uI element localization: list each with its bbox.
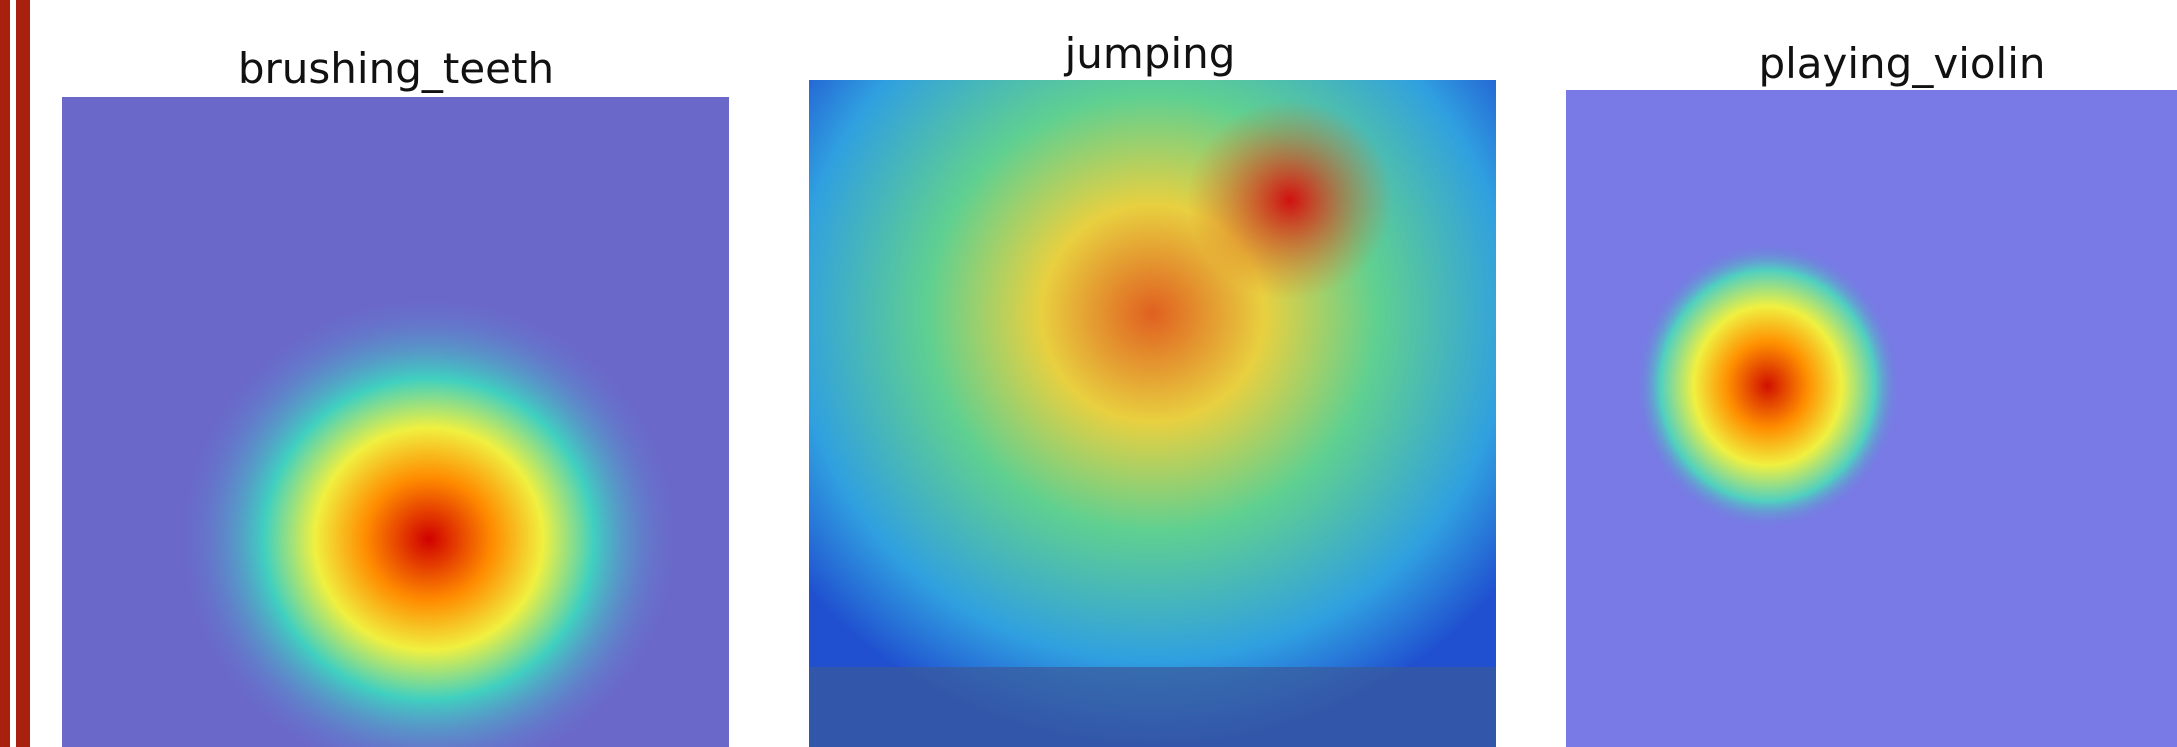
panel: brushing_teeth xyxy=(62,44,729,747)
panel-title: brushing_teeth xyxy=(238,44,554,93)
heatmap-overlay xyxy=(809,80,1496,747)
ground xyxy=(809,667,1496,747)
panel-title: jumping xyxy=(1064,29,1236,78)
heatmap-overlay xyxy=(1566,90,2177,747)
panel: jumping xyxy=(809,29,1496,747)
panel-title: playing_violin xyxy=(1758,39,2045,88)
left-border xyxy=(0,0,30,747)
figure: brushing_teeth jumping playing_violin xyxy=(0,0,2177,747)
panel: playing_violin xyxy=(1566,39,2177,747)
heatmap-overlay xyxy=(62,97,729,747)
